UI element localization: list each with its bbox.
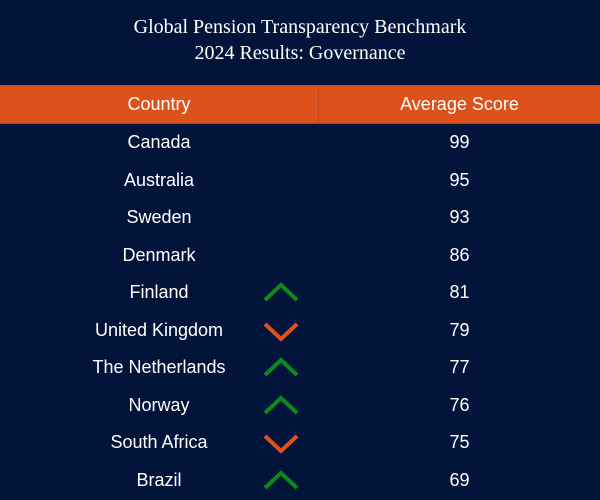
trend-down-chevron-icon xyxy=(263,434,299,454)
table-row: Canada 99 xyxy=(0,124,600,162)
column-header-country: Country xyxy=(0,86,319,123)
table-row: South Africa 75 xyxy=(0,424,600,462)
table-row: Finland 81 xyxy=(0,274,600,312)
country-cell: Australia xyxy=(123,169,195,190)
trend-up-chevron-icon xyxy=(263,282,299,302)
trend-down-chevron-icon xyxy=(263,322,299,342)
table-row: The Netherlands 77 xyxy=(0,349,600,387)
table-row: United Kingdom 79 xyxy=(0,312,600,350)
score-cell: 95 xyxy=(449,169,470,190)
country-cell: The Netherlands xyxy=(92,357,226,377)
country-cell: Brazil xyxy=(136,469,182,490)
table-row: Australia 95 xyxy=(0,162,600,200)
table-row: Brazil 69 xyxy=(0,462,600,500)
title-line-1: Global Pension Transparency Benchmark xyxy=(133,16,467,38)
score-cell: 93 xyxy=(449,207,470,227)
score-cell: 79 xyxy=(449,319,470,340)
table-row: Norway 76 xyxy=(0,387,600,425)
country-cell: Denmark xyxy=(122,244,196,265)
country-cell: Norway xyxy=(128,394,190,415)
chart-title: Global Pension Transparency Benchmark 20… xyxy=(0,14,600,66)
trend-up-chevron-icon xyxy=(263,469,299,489)
score-cell: 99 xyxy=(449,132,470,152)
country-cell: Canada xyxy=(127,132,191,152)
country-cell: United Kingdom xyxy=(94,319,224,340)
country-cell: South Africa xyxy=(110,432,208,452)
table-row: Sweden 93 xyxy=(0,199,600,237)
score-cell: 81 xyxy=(449,282,470,302)
country-cell: Sweden xyxy=(126,207,192,227)
trend-up-chevron-icon xyxy=(263,394,299,414)
trend-up-chevron-icon xyxy=(263,357,299,377)
title-line-2: 2024 Results: Governance xyxy=(194,42,406,64)
country-cell: Finland xyxy=(129,282,189,302)
score-cell: 86 xyxy=(449,244,470,265)
score-cell: 76 xyxy=(449,394,470,415)
table-header: Country Average Score xyxy=(0,85,600,124)
score-cell: 69 xyxy=(449,469,470,490)
table-row: Denmark 86 xyxy=(0,237,600,275)
column-divider xyxy=(318,124,319,500)
score-cell: 75 xyxy=(449,432,470,452)
column-header-score: Average Score xyxy=(400,94,519,114)
score-cell: 77 xyxy=(449,357,470,377)
